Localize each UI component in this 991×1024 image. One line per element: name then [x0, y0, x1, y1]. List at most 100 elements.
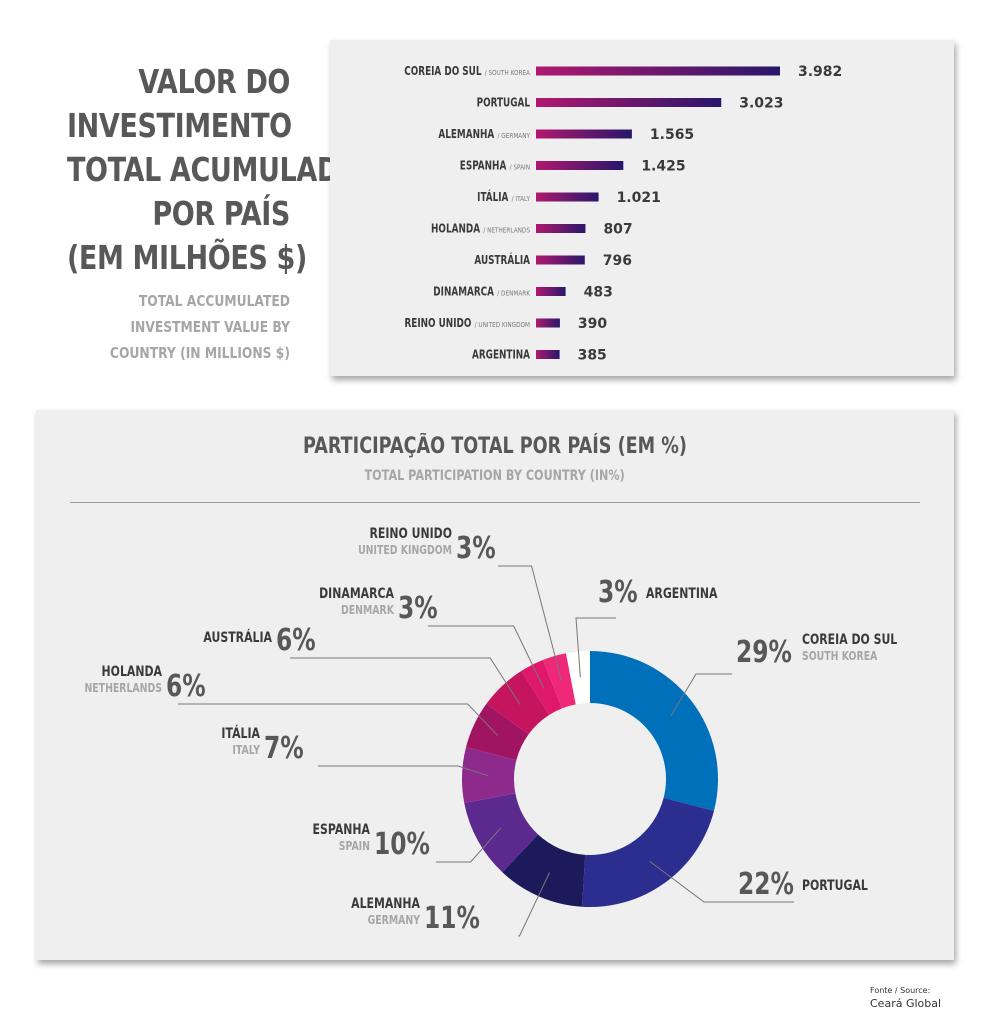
bar [536, 318, 560, 328]
bar-value-label: 1.425 [641, 159, 685, 175]
bar-value-label: 1.565 [650, 127, 694, 143]
slice-percent-label: 22% [738, 867, 794, 902]
slice-subname-label: ITALY [232, 743, 260, 757]
bar-category-label: PORTUGAL [477, 96, 531, 110]
slice-name-label: REINO UNIDO [369, 525, 452, 542]
divider [70, 502, 920, 503]
slice-name-label: AUSTRÁLIA [203, 629, 272, 646]
main-title: VALOR DO INVESTIMENTO TOTAL ACUMULADO PO… [66, 60, 362, 280]
bar [536, 255, 585, 265]
bar-category-label: ARGENTINA [472, 348, 530, 362]
leader-line [575, 617, 616, 678]
slice-subname-label: SPAIN [339, 839, 370, 853]
slice-subname-label: SOUTH KOREA [802, 649, 878, 663]
slice-subname-label: DENMARK [341, 603, 395, 617]
slice-name-label: ARGENTINA [646, 585, 718, 602]
slice-label: 22% PORTUGAL [649, 861, 868, 903]
slice-name-label: ALEMANHA [351, 895, 420, 912]
donut-slice [486, 670, 550, 735]
bar-value-label: 385 [578, 348, 607, 364]
slice-label: AUSTRÁLIA 6% [203, 623, 521, 705]
sub-title-line: INVESTMENT VALUE BY [130, 318, 290, 336]
donut-slice [521, 659, 563, 715]
bar [536, 161, 624, 170]
slice-subname-label: NETHERLANDS [84, 681, 162, 695]
slice-percent-label: 11% [424, 901, 480, 936]
slice-subname-label: GERMANY [368, 913, 421, 927]
bar-category-label: ALEMANHA / GERMANY [438, 127, 530, 141]
title-block: VALOR DO INVESTIMENTO TOTAL ACUMULADO PO… [18, 60, 362, 366]
donut-chart-title: PARTICIPAÇÃO TOTAL POR PAÍS (EM %) [303, 434, 687, 459]
slice-name-label: DINAMARCA [319, 585, 394, 602]
slice-percent-label: 3% [456, 531, 496, 566]
slice-percent-label: 3% [598, 575, 638, 610]
source-credit: Fonte / Source: Ceará Global [870, 986, 941, 1012]
leader-line [649, 861, 794, 903]
main-title-line: (EM MILHÕES $) [66, 238, 307, 277]
donut-slice [464, 793, 538, 873]
slice-percent-label: 6% [276, 623, 316, 658]
leader-line [178, 703, 499, 736]
main-title-line: INVESTIMENTO [66, 106, 292, 145]
leader-line [518, 872, 550, 937]
bar-category-label: AUSTRÁLIA [474, 253, 530, 267]
slice-percent-label: 6% [166, 669, 206, 704]
bar-chart: COREIA DO SUL / SOUTH KOREA 3.982 PORTUGAL 3… [404, 64, 842, 364]
slice-name-label: ESPANHA [313, 821, 371, 838]
bar [536, 192, 599, 202]
donut-slice [542, 653, 576, 709]
donut-slice [462, 747, 517, 803]
main-title-line: POR PAÍS [152, 194, 290, 233]
donut-slice [581, 797, 714, 907]
donut-slice [466, 703, 529, 761]
leader-line [290, 657, 521, 705]
main-title-line: VALOR DO [138, 62, 290, 101]
sub-title-line: COUNTRY (IN MILLIONS $) [109, 344, 290, 362]
bar [536, 98, 722, 107]
slice-label: 3% ARGENTINA [575, 575, 718, 678]
slice-percent-label: 29% [736, 635, 792, 670]
bar-category-label: HOLANDA / NETHERLANDS [431, 222, 530, 236]
bar-category-label: COREIA DO SUL / SOUTH KOREA [404, 64, 530, 78]
slice-percent-label: 7% [264, 731, 304, 766]
leader-line [436, 827, 501, 863]
sub-title: TOTAL ACCUMULATED INVESTMENT VALUE BY CO… [67, 288, 290, 366]
slice-percent-label: 10% [374, 827, 430, 862]
leader-line [318, 765, 489, 777]
donut-slice [502, 834, 586, 907]
bar-value-label: 807 [603, 222, 632, 238]
bar-value-label: 1.021 [617, 190, 661, 206]
source-name: Ceará Global [870, 997, 942, 1010]
slice-percent-label: 3% [398, 591, 438, 626]
bar-category-label: ESPANHA / SPAIN [460, 159, 530, 173]
bar-category-label: DINAMARCA / DENMARK [433, 285, 530, 299]
bar [536, 350, 560, 359]
bar-category-label: REINO UNIDO / UNITED KINGDOM [404, 316, 530, 330]
bar-category-label: ITÁLIA / ITALY [477, 190, 530, 204]
bar [536, 224, 586, 233]
slice-name-label: COREIA DO SUL [802, 631, 897, 648]
donut-chart-subtitle: TOTAL PARTICIPATION BY COUNTRY (IN%) [364, 468, 626, 484]
leader-line [428, 625, 545, 689]
bar-value-label: 3.982 [798, 64, 842, 80]
bar [536, 66, 780, 76]
donut-slice [566, 651, 590, 705]
slice-name-label: PORTUGAL [802, 877, 868, 894]
donut-chart-panel: PARTICIPAÇÃO TOTAL POR PAÍS (EM %) TOTAL… [36, 410, 954, 960]
bar-value-label: 390 [578, 316, 607, 332]
source-label: Fonte / Source: [870, 986, 931, 995]
main-title-line: TOTAL ACUMULADO [66, 150, 362, 189]
sub-title-line: TOTAL ACCUMULATED [138, 292, 290, 310]
slice-name-label: ITÁLIA [221, 725, 260, 742]
bar-chart-panel: COREIA DO SUL / SOUTH KOREA 3.982 PORTUGAL 3… [330, 40, 954, 376]
bar-value-label: 3.023 [739, 96, 783, 112]
donut-slice [590, 651, 718, 811]
slice-name-label: HOLANDA [102, 663, 163, 680]
